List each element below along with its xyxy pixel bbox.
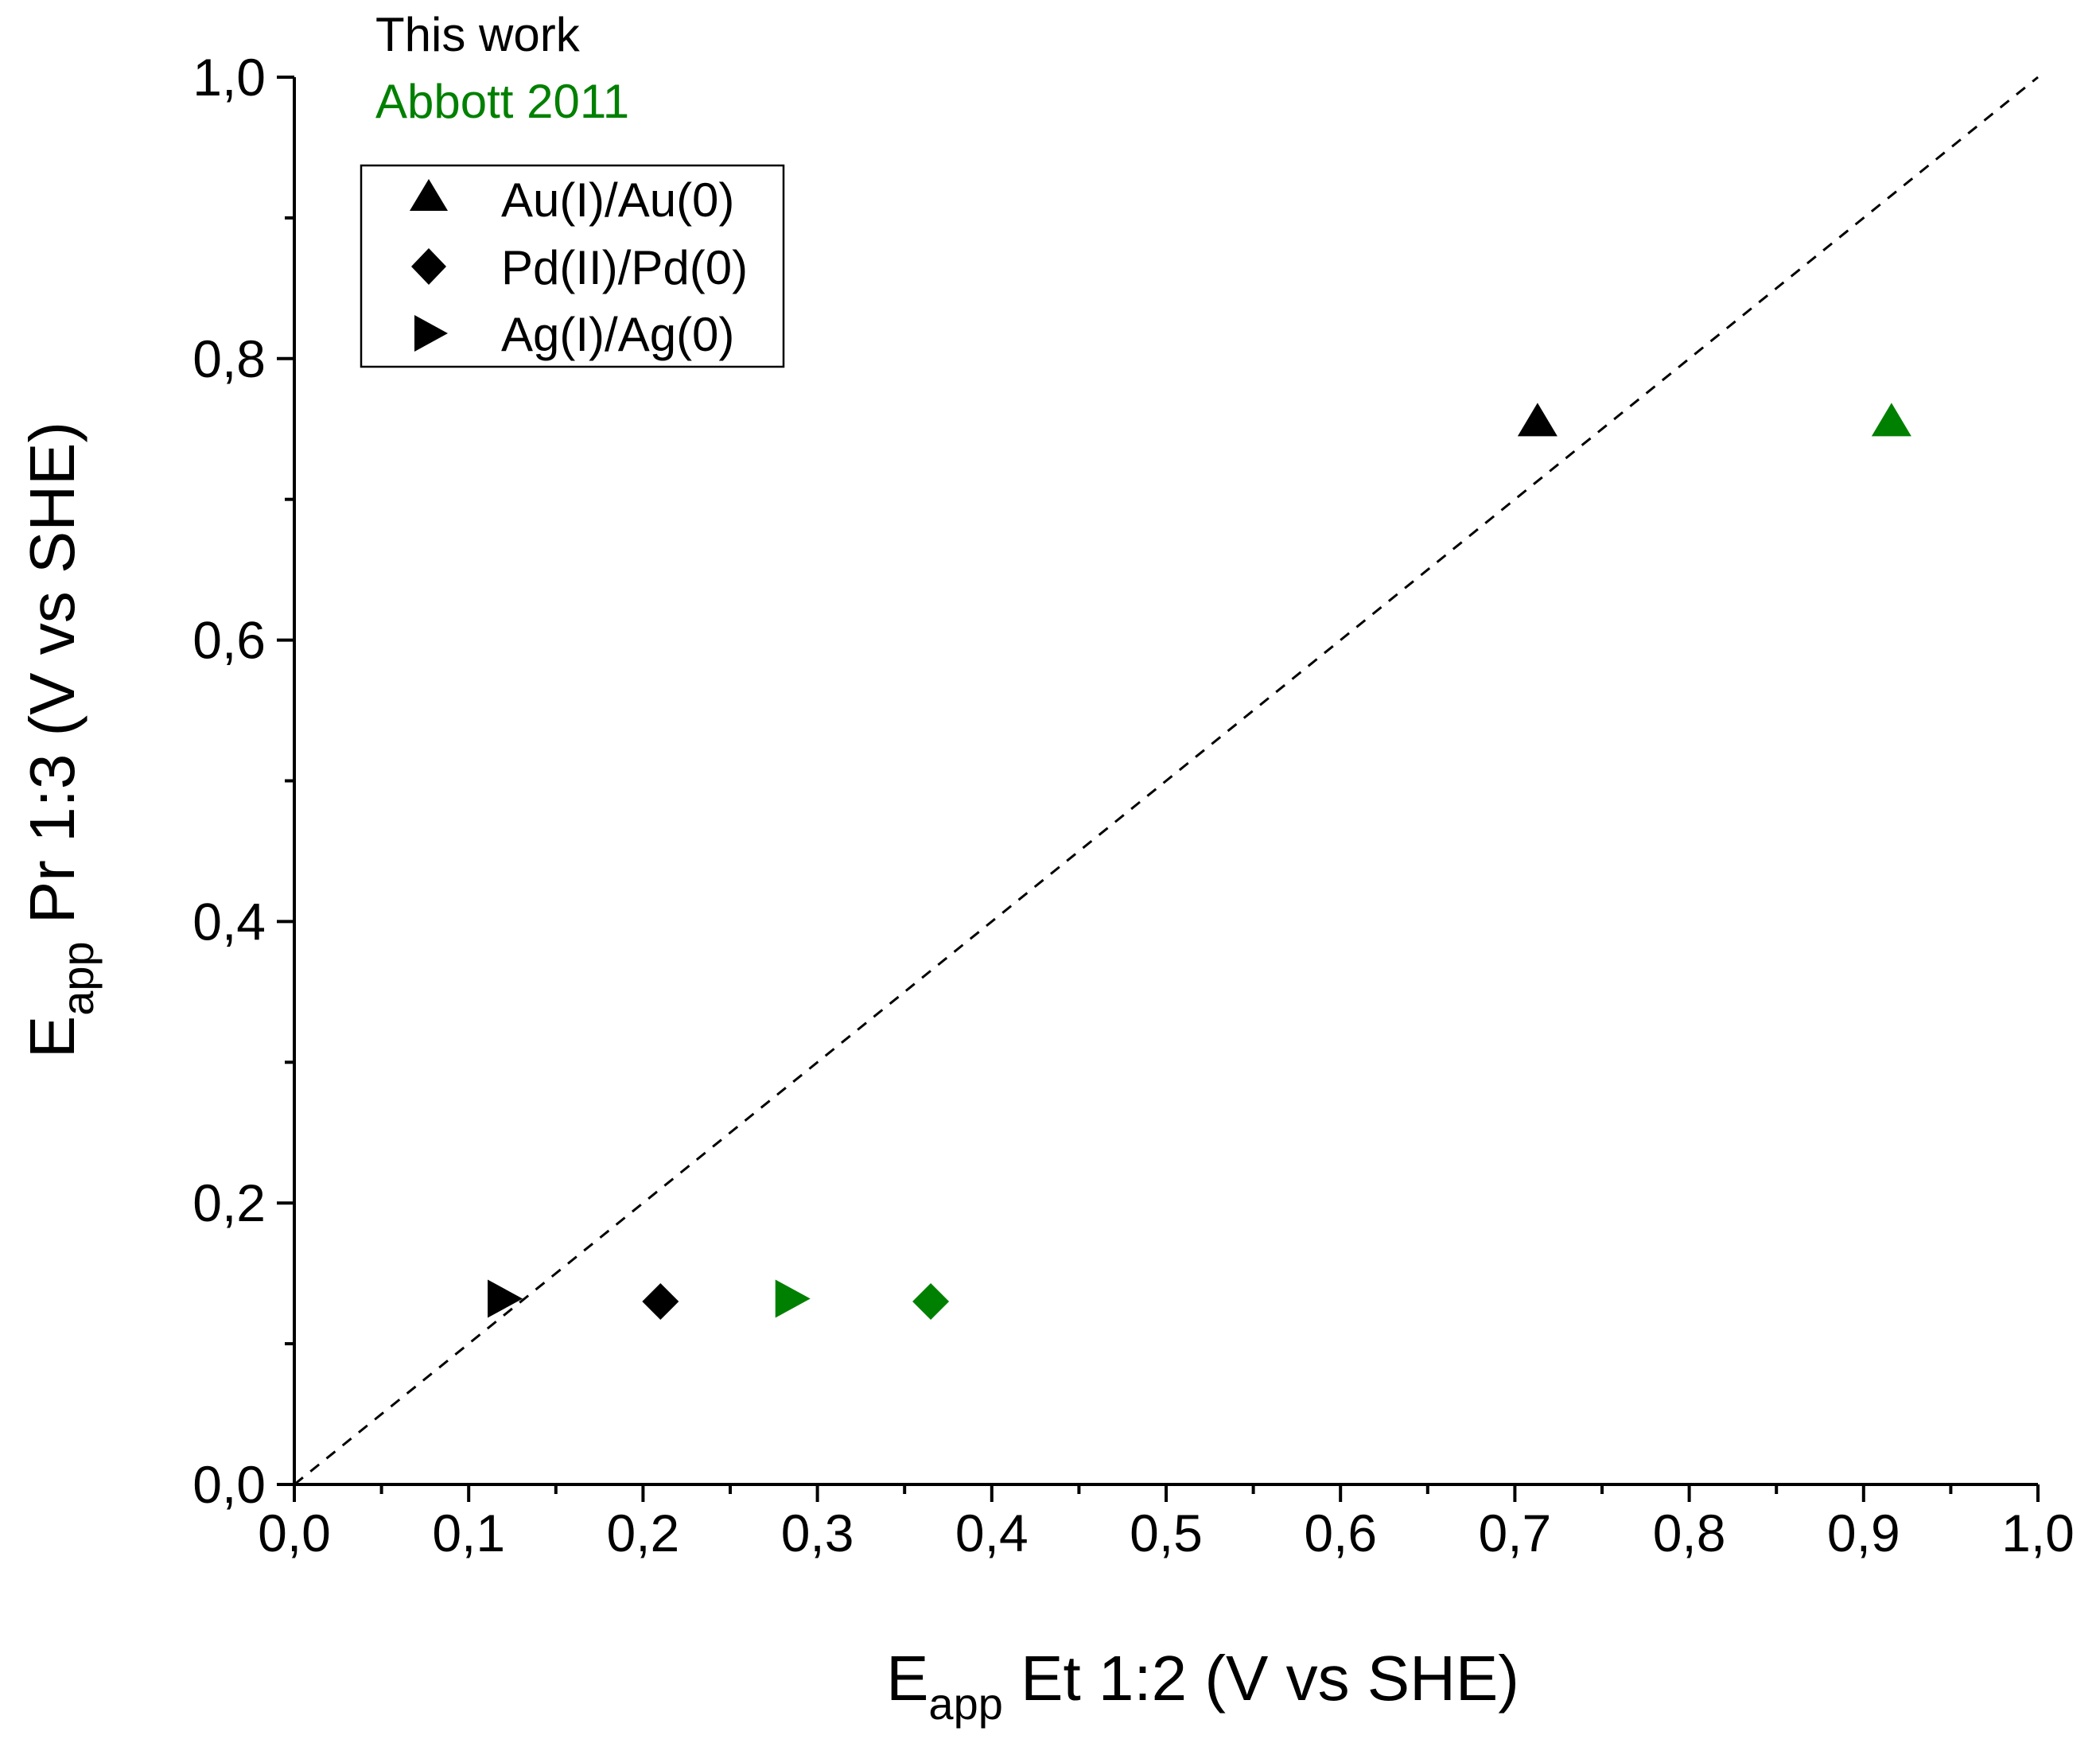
x-tick-label: 0,5 (1130, 1504, 1203, 1562)
x-tick-label: 0,3 (781, 1504, 854, 1562)
point-triangle-up (1871, 403, 1911, 437)
x-tick-label: 0,8 (1653, 1504, 1726, 1562)
x-axis-ticks (293, 1484, 2040, 1502)
point-triangle-up (1517, 403, 1558, 437)
y-axis-title-rest: Pr 1:3 (V vs SHE) (17, 422, 88, 941)
y-axis-tick-labels: 0,0 0,2 0,4 0,6 0,8 1,0 (192, 48, 266, 1514)
point-triangle-right (775, 1279, 811, 1318)
legend-entry-pd: Pd(II)/Pd(0) (411, 241, 748, 294)
annotation-this-work: This work (375, 8, 581, 61)
y-tick-label: 0,6 (192, 611, 266, 670)
x-axis-title: Eapp Et 1:2 (V vs SHE) (886, 1643, 1519, 1729)
point-diamond (912, 1283, 950, 1321)
legend-label-pd: Pd(II)/Pd(0) (501, 241, 748, 294)
legend-entry-au: Au(I)/Au(0) (410, 173, 734, 227)
x-tick-label: 0,6 (1304, 1504, 1377, 1562)
y-tick-label: 0,0 (192, 1455, 266, 1514)
point-triangle-right (488, 1279, 523, 1318)
x-tick-label: 0,2 (607, 1504, 680, 1562)
x-tick-label: 0,9 (1827, 1504, 1900, 1562)
legend-label-au: Au(I)/Au(0) (501, 173, 734, 227)
y-tick-label: 0,4 (192, 892, 266, 951)
reference-line (294, 76, 2039, 1486)
legend-marker-triangle-up (410, 179, 448, 211)
y-tick-label: 1,0 (192, 48, 266, 107)
annotation-abbott-2011: Abbott 2011 (375, 75, 629, 128)
legend-marker-diamond (411, 248, 446, 285)
y-axis-title: Eapp Pr 1:3 (V vs SHE) (17, 422, 103, 1058)
legend: Au(I)/Au(0) Pd(II)/Pd(0) Ag(I)/Ag(0) (360, 164, 785, 368)
x-tick-label: 0,7 (1479, 1504, 1552, 1562)
x-axis-title-rest: Et 1:2 (V vs SHE) (1003, 1643, 1519, 1714)
point-diamond (642, 1283, 679, 1321)
y-tick-label: 0,8 (192, 329, 266, 388)
x-tick-label: 0,0 (258, 1504, 331, 1562)
x-tick-label: 0,4 (955, 1504, 1029, 1562)
data-points (488, 403, 1911, 1321)
legend-marker-triangle-right (414, 315, 448, 352)
x-axis-tick-labels: 0,0 0,1 0,2 0,3 0,4 0,5 0,6 0,7 0,8 0,9 1,0 (258, 1504, 2075, 1562)
y-axis-ticks (277, 76, 294, 1486)
x-axis-title-sub: app (928, 1679, 1002, 1729)
y-axis-title-main: E (17, 1016, 88, 1058)
x-tick-label: 0,1 (432, 1504, 505, 1562)
y-axis-title-sub: app (52, 941, 103, 1015)
legend-entry-ag: Ag(I)/Ag(0) (414, 308, 734, 361)
x-axis-title-main: E (886, 1643, 928, 1714)
legend-label-ag: Ag(I)/Ag(0) (501, 308, 734, 361)
x-tick-label: 1,0 (2001, 1504, 2075, 1562)
y-tick-label: 0,2 (192, 1173, 266, 1232)
